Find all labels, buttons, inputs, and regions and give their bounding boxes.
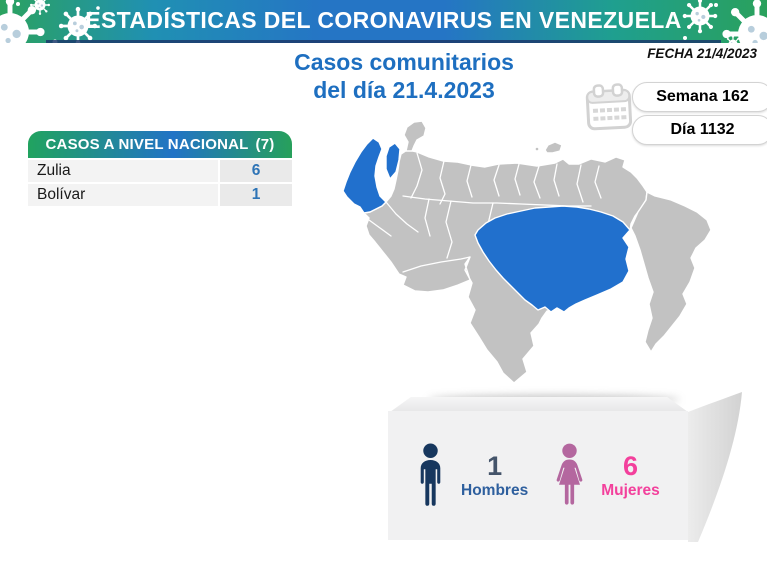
men-label: Hombres (461, 482, 529, 500)
page-title: Casos comunitarios del día 21.4.2023 (258, 48, 550, 104)
map-region-zulia (342, 137, 387, 214)
map-region-bolivar (474, 205, 631, 313)
header-banner: ESTADÍSTICAS DEL CORONAVIRUS EN VENEZUEL… (0, 0, 767, 43)
venezuela-map (342, 120, 712, 384)
week-pill-label: Semana 162 (656, 88, 749, 105)
national-cases-table: CASOS A NIVEL NACIONAL (7) Zulia 6 Bolív… (28, 131, 292, 206)
state-name: Zulia (28, 160, 218, 182)
day-pill: Día 1132 (632, 115, 767, 145)
page-title-line1: Casos comunitarios (294, 49, 514, 75)
table-title: CASOS A NIVEL NACIONAL (45, 136, 249, 153)
table-header: CASOS A NIVEL NACIONAL (7) (28, 131, 292, 158)
date-label: FECHA 21/4/2023 (647, 46, 757, 61)
men-stat: 1 Hombres (414, 443, 528, 509)
state-value: 1 (220, 184, 292, 206)
table-row: Bolívar 1 (28, 184, 292, 206)
table-total: (7) (255, 136, 275, 153)
gender-panel-face: 1 Hombres 6 Mujeres (388, 411, 688, 540)
page-title-line2: del día 21.4.2023 (313, 77, 495, 104)
women-stat: 6 Mujeres (552, 443, 660, 509)
header-accent-strip (46, 40, 721, 43)
panel-top-flap (390, 397, 688, 412)
table-row: Zulia 6 (28, 160, 292, 182)
map-region-margarita (544, 141, 563, 154)
men-count: 1 (487, 450, 503, 481)
map-region-zulia-east (385, 142, 401, 180)
map-islet (534, 146, 540, 152)
woman-icon (556, 443, 583, 505)
women-count: 6 (622, 450, 638, 481)
week-pill: Semana 162 (632, 82, 767, 112)
app-title: ESTADÍSTICAS DEL CORONAVIRUS EN VENEZUEL… (85, 7, 682, 33)
map-region-paraguana (403, 120, 427, 152)
calendar-icon (583, 81, 636, 141)
man-icon (420, 443, 441, 506)
panel-page-curl (688, 392, 742, 542)
day-pill-label: Día 1132 (670, 121, 735, 138)
women-label: Mujeres (601, 482, 660, 500)
state-name: Bolívar (28, 184, 218, 206)
map-region-esequibo (630, 191, 712, 353)
state-value: 6 (220, 160, 292, 182)
